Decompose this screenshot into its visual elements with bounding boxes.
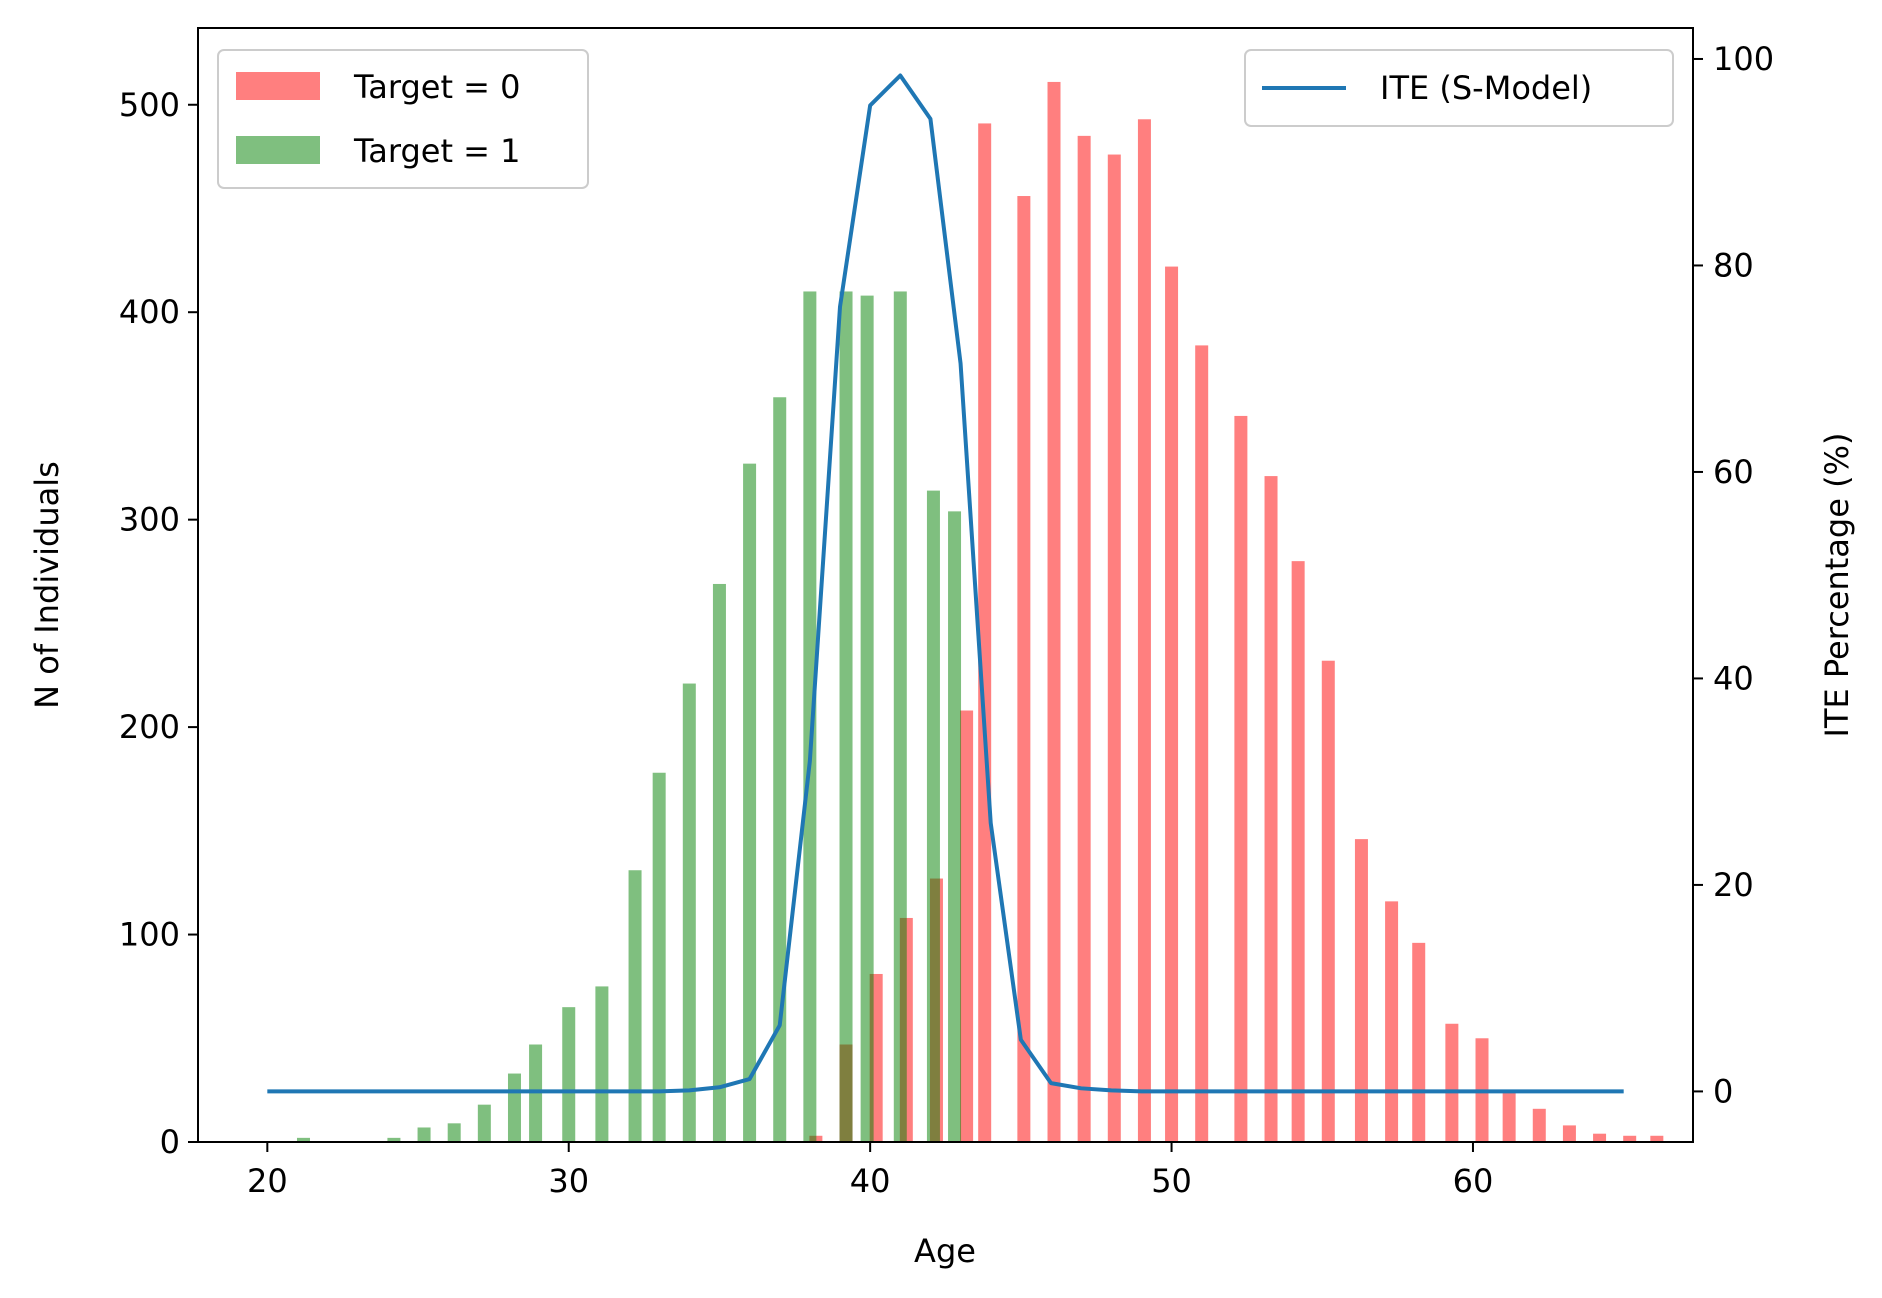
y-axis-right-title: ITE Percentage (%) xyxy=(1818,433,1856,738)
bar-series-0-25 xyxy=(1562,1125,1576,1142)
legend-label-target-1: Target = 1 xyxy=(353,132,521,170)
bar-series-0-27 xyxy=(1623,1135,1637,1142)
bar-series-0-11 xyxy=(1137,119,1151,1142)
plot-frame xyxy=(197,27,1694,1143)
bar-series-0-18 xyxy=(1354,839,1368,1142)
y-right-tick-label: 80 xyxy=(1713,246,1754,284)
bar-series-1-0 xyxy=(296,1137,310,1142)
bar-series-0-16 xyxy=(1291,561,1305,1142)
bar-series-1-11 xyxy=(682,683,696,1142)
y-left-tick-label: 300 xyxy=(119,501,180,539)
bar-series-1-18 xyxy=(893,291,907,1143)
x-tick-label: 30 xyxy=(548,1162,589,1200)
bar-series-0-26 xyxy=(1593,1133,1607,1142)
x-axis: 20 30 40 50 60 xyxy=(247,1142,1493,1200)
bar-series-1-3 xyxy=(447,1123,461,1142)
bar-series-1-1 xyxy=(387,1137,401,1142)
y-axis-right: 0 20 40 60 80 100 xyxy=(1693,40,1774,1110)
x-axis-title: Age xyxy=(914,1232,976,1270)
y-right-tick-label: 100 xyxy=(1713,40,1774,78)
bar-series-1-9 xyxy=(628,870,642,1142)
bar-series-0-21 xyxy=(1445,1023,1459,1142)
bar-layer xyxy=(296,81,1664,1143)
line-layer xyxy=(267,73,1624,1094)
bar-series-0-19 xyxy=(1385,901,1399,1142)
y-left-tick-label: 100 xyxy=(119,916,180,954)
bar-series-0-20 xyxy=(1412,942,1426,1142)
y-right-tick-label: 40 xyxy=(1713,659,1754,697)
legend-swatch-target-0 xyxy=(236,72,320,100)
bar-series-1-2 xyxy=(417,1127,431,1142)
bar-series-1-4 xyxy=(477,1104,491,1142)
y-left-tick-label: 0 xyxy=(160,1123,180,1161)
y-left-tick-label: 400 xyxy=(119,293,180,331)
y-right-tick-label: 20 xyxy=(1713,866,1754,904)
bar-series-1-19 xyxy=(926,490,940,1142)
x-tick-label: 60 xyxy=(1453,1162,1494,1200)
bar-series-0-10 xyxy=(1107,154,1121,1143)
bar-series-1-14 xyxy=(773,397,787,1142)
x-tick-label: 20 xyxy=(247,1162,288,1200)
bar-series-0-13 xyxy=(1195,345,1209,1142)
ite-line xyxy=(267,73,1624,1094)
bar-series-1-12 xyxy=(712,583,726,1142)
bar-series-0-23 xyxy=(1502,1090,1516,1142)
bar-series-0-14 xyxy=(1234,415,1248,1142)
bar-series-0-12 xyxy=(1165,266,1179,1142)
bar-series-0-15 xyxy=(1264,476,1278,1143)
bar-series-0-6 xyxy=(978,123,992,1143)
legend-label-ite: ITE (S-Model) xyxy=(1380,69,1592,107)
bar-series-1-7 xyxy=(562,1007,576,1142)
legend-swatch-target-1 xyxy=(236,136,320,164)
bar-series-0-8 xyxy=(1047,81,1061,1143)
legend-right-box xyxy=(1244,49,1674,127)
x-tick-label: 40 xyxy=(850,1162,891,1200)
bar-series-1-10 xyxy=(652,772,666,1142)
x-tick-label: 50 xyxy=(1151,1162,1192,1200)
legend-right: ITE (S-Model) xyxy=(1244,49,1674,127)
bar-series-1-13 xyxy=(743,463,757,1142)
bar-series-1-15 xyxy=(803,291,817,1143)
bar-series-0-9 xyxy=(1077,135,1091,1142)
y-left-tick-label: 500 xyxy=(119,86,180,124)
y-axis-left: 0 100 200 300 400 500 xyxy=(119,86,198,1161)
y-right-tick-label: 60 xyxy=(1713,453,1754,491)
bar-series-1-5 xyxy=(507,1073,521,1142)
y-axis-left-title: N of Individuals xyxy=(28,461,66,709)
bar-series-0-17 xyxy=(1321,660,1335,1142)
bar-series-0-5 xyxy=(960,710,974,1142)
y-right-tick-label: 0 xyxy=(1713,1072,1733,1110)
bar-series-0-28 xyxy=(1650,1135,1664,1142)
legend-left: Target = 0 Target = 1 xyxy=(217,49,589,189)
bar-series-0-7 xyxy=(1017,196,1031,1142)
bar-series-0-24 xyxy=(1532,1108,1546,1142)
bar-series-1-17 xyxy=(860,295,874,1142)
bar-series-1-20 xyxy=(948,511,962,1142)
bar-series-1-8 xyxy=(595,986,609,1142)
bar-series-1-16 xyxy=(839,291,853,1143)
y-left-tick-label: 200 xyxy=(119,708,180,746)
legend-label-target-0: Target = 0 xyxy=(353,68,521,106)
